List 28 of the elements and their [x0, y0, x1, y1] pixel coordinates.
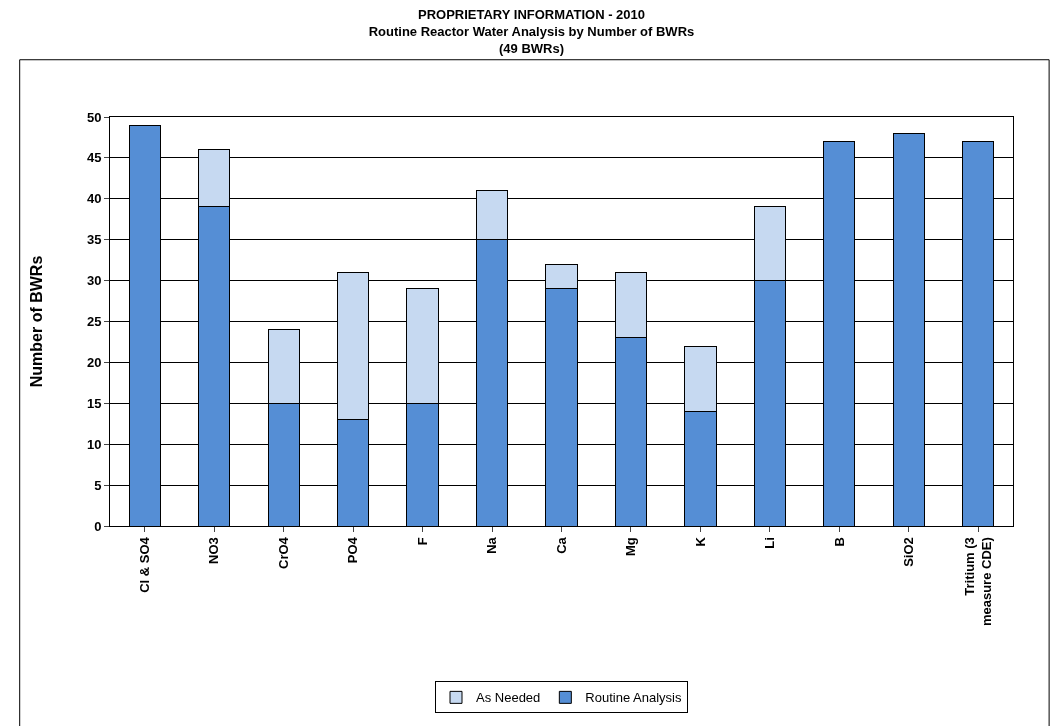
y-axis-title: Number of BWRs	[27, 255, 45, 388]
x-tick-label: Ca	[553, 536, 569, 554]
x-tick-label: Tritium (3 measure CDE)	[962, 537, 994, 627]
x-tick-label: Cl & SO4	[136, 536, 152, 593]
y-tick-label: 25	[86, 314, 102, 330]
y-tick-label: 45	[86, 150, 102, 166]
y-tick-label: 5	[94, 477, 102, 493]
x-tick-label: Li	[762, 537, 778, 549]
y-tick-label: 20	[86, 354, 102, 370]
x-tick-label: SiO2	[901, 537, 917, 567]
x-tick-label: NO3	[206, 537, 222, 564]
y-tick-label: 50	[86, 109, 102, 125]
legend-label: Routine Analysis	[585, 690, 682, 706]
x-tick-label: Na	[484, 536, 500, 554]
y-tick-label: 40	[86, 191, 102, 207]
x-tick-label: CrO4	[275, 536, 291, 569]
x-tick-label: F	[414, 537, 430, 546]
legend-label: As Needed	[476, 690, 541, 706]
y-tick-label: 0	[94, 518, 102, 534]
x-tick-label: K	[692, 536, 708, 547]
chart-title: PROPRIETARY INFORMATION - 2010 Routine Reactor Water Analysis by Number of BWRs (49 BWRs)	[368, 7, 695, 57]
x-tick-label: Mg	[623, 537, 639, 556]
y-tick-label: 30	[86, 273, 102, 289]
x-tick-label: B	[831, 537, 847, 547]
y-tick-label: 15	[86, 395, 102, 411]
y-tick-label: 35	[86, 232, 102, 248]
y-tick-label: 10	[86, 436, 102, 452]
x-tick-label: PO4	[345, 536, 361, 564]
